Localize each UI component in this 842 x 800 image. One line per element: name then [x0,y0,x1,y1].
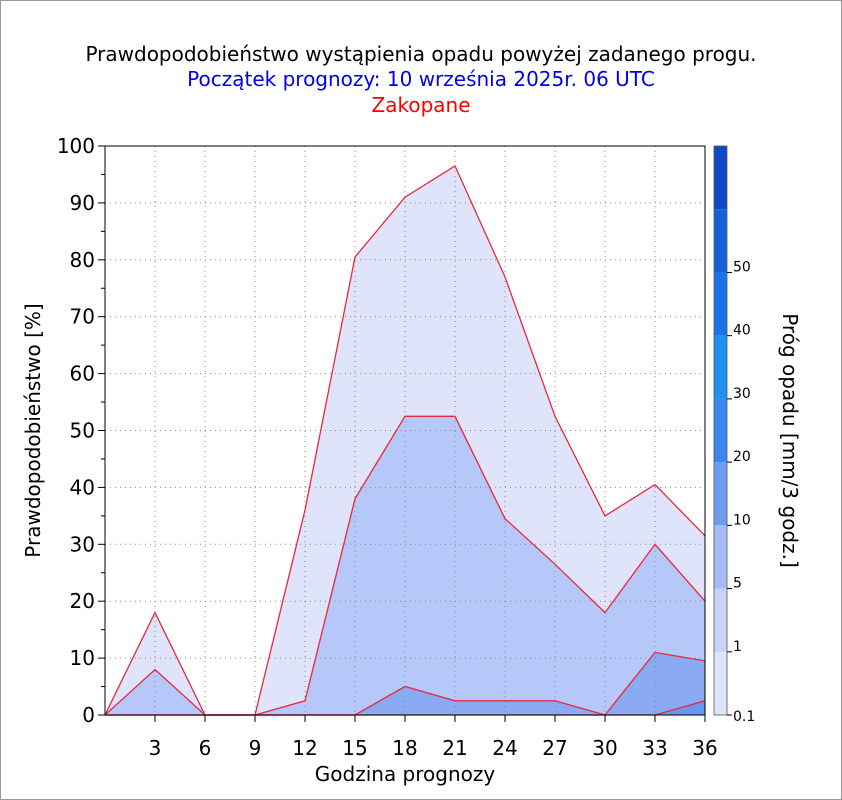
colorbar-label: Próg opadu [mm/3 godz.] [778,313,802,568]
colorbar-tick-label: 0.1 [733,709,755,725]
grid-lines [105,146,705,715]
colorbar-segment [714,525,727,589]
x-axis-label: Godzina prognozy [315,762,496,786]
y-tick-label: 90 [70,191,95,215]
x-tick-label: 21 [442,736,467,760]
forecast-start-subtitle: Początek prognozy: 10 września 2025r. 06… [187,67,655,91]
colorbar-tick-label: 1 [733,639,742,655]
x-tick-label: 18 [392,736,417,760]
x-tick-label: 9 [249,736,262,760]
colorbar-segment [714,335,727,399]
y-tick-label: 60 [70,362,95,386]
y-tick-label: 70 [70,305,95,329]
x-tick-label: 36 [692,736,717,760]
y-axis-label: Prawdopodobieństwo [%] [21,303,45,557]
y-tick-label: 100 [57,134,95,158]
colorbar-tick-label: 50 [733,259,751,275]
x-tick-label: 24 [492,736,517,760]
y-tick-label: 30 [70,532,95,556]
colorbar-segment [714,588,727,652]
colorbar-border [713,145,728,716]
y-tick-label: 50 [70,419,95,443]
y-tick-label: 80 [70,248,95,272]
y-tick-label: 20 [70,589,95,613]
x-tick-label: 33 [642,736,667,760]
location-label: Zakopane [371,93,471,117]
y-axis: 0 10 20 30 40 50 60 70 80 90 100 [57,134,105,727]
probability-areas [105,165,705,715]
colorbar-segment [714,462,727,526]
colorbar-tick-label: 5 [733,576,742,592]
area-threshold-1 [105,416,705,715]
colorbar-tick-label: 40 [733,323,751,339]
colorbar: 0.1 1 5 10 20 30 40 50 [713,145,755,725]
colorbar-tick-label: 10 [733,512,751,528]
x-tick-label: 27 [542,736,567,760]
x-tick-label: 30 [592,736,617,760]
colorbar-segment [714,272,727,336]
y-tick-label: 10 [70,646,95,670]
x-axis: 3 6 9 12 15 18 21 24 27 30 33 36 [149,715,718,760]
chart-title: Prawdopodobieństwo wystąpienia opadu pow… [85,42,757,66]
colorbar-segment [714,651,727,715]
y-tick-label: 40 [70,475,95,499]
x-tick-label: 15 [342,736,367,760]
colorbar-tick-label: 30 [733,386,751,402]
y-tick-label: 0 [82,703,95,727]
x-tick-label: 12 [292,736,317,760]
colorbar-segment [714,146,727,210]
colorbar-tick-label: 20 [733,449,751,465]
colorbar-segment [714,398,727,463]
x-tick-label: 3 [149,736,162,760]
area-threshold-5 [105,652,705,715]
colorbar-segment [714,209,727,273]
x-tick-label: 6 [199,736,212,760]
